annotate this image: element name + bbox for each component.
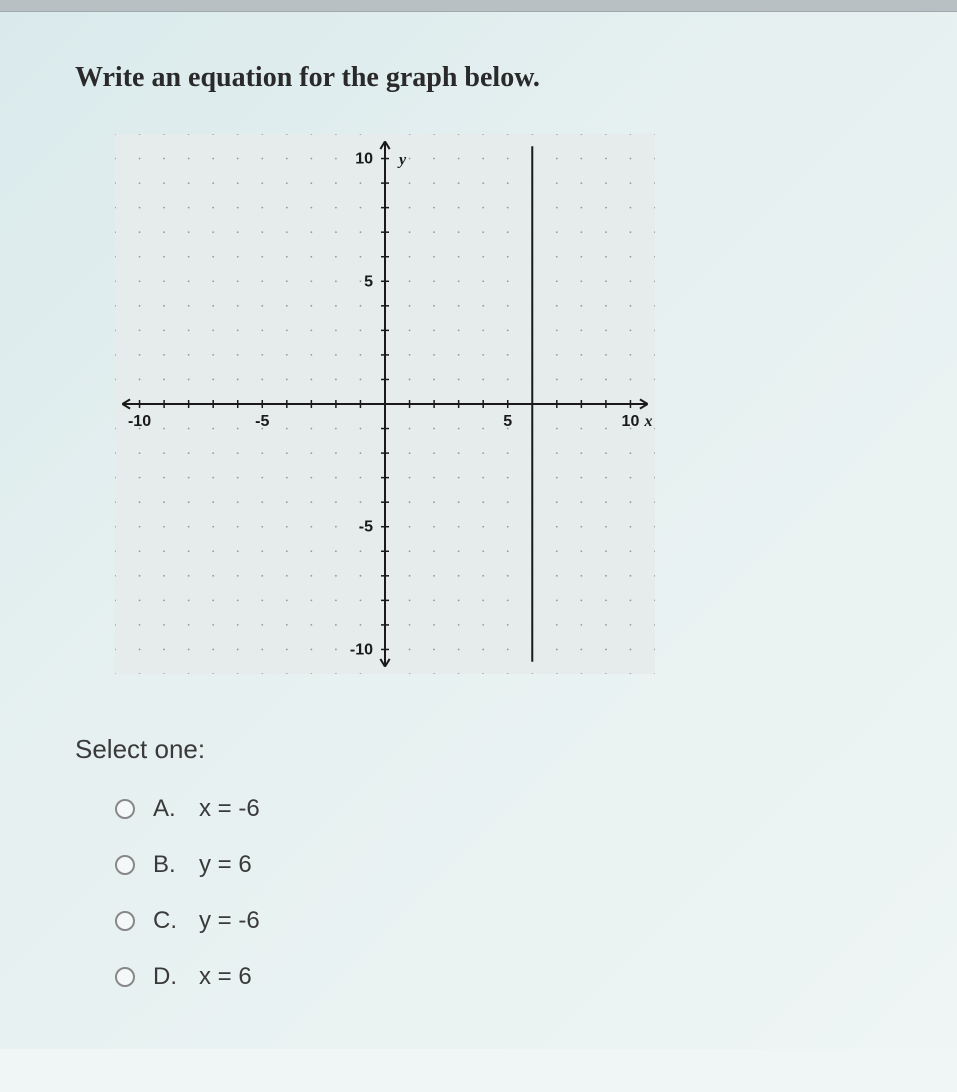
option-a[interactable]: A. x = -6 (115, 795, 907, 823)
radio-icon (115, 967, 135, 987)
svg-text:10: 10 (355, 151, 373, 168)
cartesian-graph: -10 -5 5 10 -10 -5 5 10 y x (115, 134, 655, 674)
option-d[interactable]: D. x = 6 (115, 963, 907, 991)
svg-text:5: 5 (503, 413, 512, 430)
option-letter: B. (153, 851, 183, 879)
option-letter: A. (153, 795, 183, 823)
option-letter: C. (153, 907, 183, 935)
select-prompt: Select one: (75, 734, 907, 765)
option-c[interactable]: C. y = -6 (115, 907, 907, 935)
option-letter: D. (153, 963, 183, 991)
svg-text:y: y (397, 152, 407, 169)
radio-icon (115, 855, 135, 875)
svg-text:5: 5 (364, 273, 373, 290)
svg-text:-5: -5 (255, 413, 269, 430)
radio-icon (115, 911, 135, 931)
option-text: x = 6 (199, 963, 252, 991)
svg-text:-10: -10 (128, 413, 151, 430)
svg-text:x: x (643, 413, 652, 430)
svg-text:-5: -5 (359, 519, 373, 536)
question-panel: Write an equation for the graph below. -… (0, 12, 957, 1049)
radio-icon (115, 799, 135, 819)
graph-container: -10 -5 5 10 -10 -5 5 10 y x (115, 134, 907, 674)
option-b[interactable]: B. y = 6 (115, 851, 907, 879)
svg-text:-10: -10 (350, 641, 373, 658)
svg-text:10: 10 (622, 413, 640, 430)
options-list: A. x = -6 B. y = 6 C. y = -6 D. x = 6 (115, 795, 907, 991)
browser-top-bar (0, 0, 957, 12)
question-title: Write an equation for the graph below. (75, 62, 907, 94)
option-text: x = -6 (199, 795, 260, 823)
option-text: y = 6 (199, 851, 252, 879)
option-text: y = -6 (199, 907, 260, 935)
